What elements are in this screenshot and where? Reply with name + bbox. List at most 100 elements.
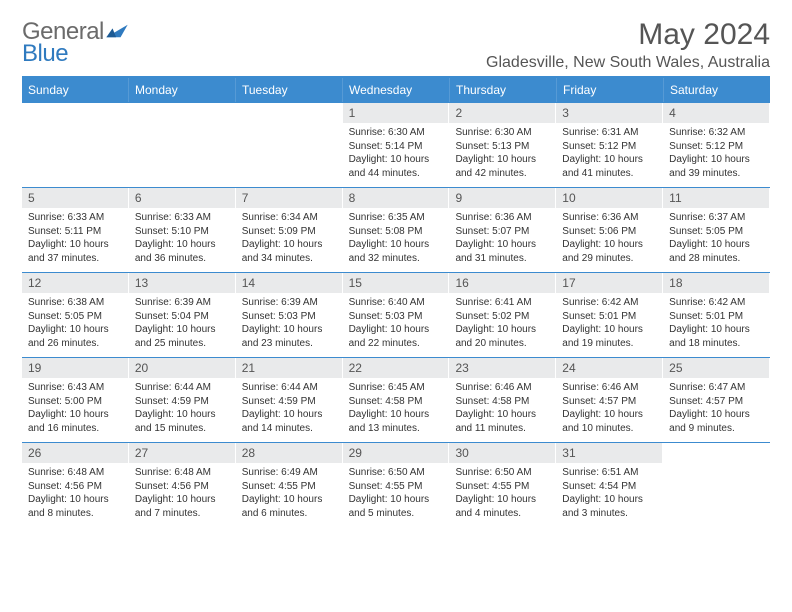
day-detail: Sunrise: 6:45 AMSunset: 4:58 PMDaylight:… [343,378,449,438]
day-number: 15 [343,273,449,293]
day-cell: 13Sunrise: 6:39 AMSunset: 5:04 PMDayligh… [129,273,236,357]
day-cell: 7Sunrise: 6:34 AMSunset: 5:09 PMDaylight… [236,188,343,272]
page-title: May 2024 [486,18,770,52]
day-detail: Sunrise: 6:48 AMSunset: 4:56 PMDaylight:… [22,463,128,523]
sunrise-line: Sunrise: 6:45 AM [349,381,443,395]
day-cell: 3Sunrise: 6:31 AMSunset: 5:12 PMDaylight… [556,103,663,187]
daylight-line: Daylight: 10 hours and 31 minutes. [455,238,549,265]
daylight-line: Daylight: 10 hours and 11 minutes. [455,408,549,435]
daylight-line: Daylight: 10 hours and 41 minutes. [562,153,656,180]
sunrise-line: Sunrise: 6:30 AM [455,126,549,140]
day-detail: Sunrise: 6:35 AMSunset: 5:08 PMDaylight:… [343,208,449,268]
sunrise-line: Sunrise: 6:44 AM [135,381,229,395]
sunrise-line: Sunrise: 6:48 AM [28,466,122,480]
day-cell: 6Sunrise: 6:33 AMSunset: 5:10 PMDaylight… [129,188,236,272]
week-row: ...1Sunrise: 6:30 AMSunset: 5:14 PMDayli… [22,102,770,187]
sunset-line: Sunset: 5:01 PM [669,310,763,324]
day-cell: 2Sunrise: 6:30 AMSunset: 5:13 PMDaylight… [449,103,556,187]
day-number: 28 [236,443,342,463]
daylight-line: Daylight: 10 hours and 37 minutes. [28,238,122,265]
day-cell: 30Sunrise: 6:50 AMSunset: 4:55 PMDayligh… [449,443,556,527]
day-number: 18 [663,273,769,293]
day-number: 22 [343,358,449,378]
day-detail: Sunrise: 6:30 AMSunset: 5:14 PMDaylight:… [343,123,449,183]
sunset-line: Sunset: 5:05 PM [669,225,763,239]
day-number: 2 [449,103,555,123]
daylight-line: Daylight: 10 hours and 5 minutes. [349,493,443,520]
weekday-header: Monday [129,78,236,102]
week-row: 12Sunrise: 6:38 AMSunset: 5:05 PMDayligh… [22,272,770,357]
day-number: 16 [449,273,555,293]
sunrise-line: Sunrise: 6:33 AM [135,211,229,225]
sunrise-line: Sunrise: 6:39 AM [242,296,336,310]
daylight-line: Daylight: 10 hours and 23 minutes. [242,323,336,350]
daylight-line: Daylight: 10 hours and 14 minutes. [242,408,336,435]
day-detail: Sunrise: 6:37 AMSunset: 5:05 PMDaylight:… [663,208,769,268]
day-cell: 11Sunrise: 6:37 AMSunset: 5:05 PMDayligh… [663,188,770,272]
day-detail: Sunrise: 6:33 AMSunset: 5:11 PMDaylight:… [22,208,128,268]
day-cell: 20Sunrise: 6:44 AMSunset: 4:59 PMDayligh… [129,358,236,442]
day-detail: Sunrise: 6:39 AMSunset: 5:04 PMDaylight:… [129,293,235,353]
day-detail: Sunrise: 6:42 AMSunset: 5:01 PMDaylight:… [556,293,662,353]
sunrise-line: Sunrise: 6:33 AM [28,211,122,225]
day-detail: Sunrise: 6:33 AMSunset: 5:10 PMDaylight:… [129,208,235,268]
day-detail: Sunrise: 6:46 AMSunset: 4:57 PMDaylight:… [556,378,662,438]
day-cell: . [663,443,770,527]
sunrise-line: Sunrise: 6:39 AM [135,296,229,310]
day-number: 11 [663,188,769,208]
day-number: 7 [236,188,342,208]
day-cell: 22Sunrise: 6:45 AMSunset: 4:58 PMDayligh… [343,358,450,442]
day-detail: Sunrise: 6:51 AMSunset: 4:54 PMDaylight:… [556,463,662,523]
day-cell: 29Sunrise: 6:50 AMSunset: 4:55 PMDayligh… [343,443,450,527]
daylight-line: Daylight: 10 hours and 9 minutes. [669,408,763,435]
day-number: 8 [343,188,449,208]
sunset-line: Sunset: 4:58 PM [349,395,443,409]
day-detail: Sunrise: 6:50 AMSunset: 4:55 PMDaylight:… [449,463,555,523]
day-cell: 8Sunrise: 6:35 AMSunset: 5:08 PMDaylight… [343,188,450,272]
day-number: 20 [129,358,235,378]
sunset-line: Sunset: 4:54 PM [562,480,656,494]
sunset-line: Sunset: 4:59 PM [242,395,336,409]
day-detail: Sunrise: 6:32 AMSunset: 5:12 PMDaylight:… [663,123,769,183]
day-detail: Sunrise: 6:46 AMSunset: 4:58 PMDaylight:… [449,378,555,438]
sunset-line: Sunset: 5:05 PM [28,310,122,324]
day-number: 17 [556,273,662,293]
daylight-line: Daylight: 10 hours and 28 minutes. [669,238,763,265]
day-detail: Sunrise: 6:38 AMSunset: 5:05 PMDaylight:… [22,293,128,353]
daylight-line: Daylight: 10 hours and 10 minutes. [562,408,656,435]
day-cell: 12Sunrise: 6:38 AMSunset: 5:05 PMDayligh… [22,273,129,357]
sunset-line: Sunset: 5:02 PM [455,310,549,324]
day-detail: Sunrise: 6:39 AMSunset: 5:03 PMDaylight:… [236,293,342,353]
day-detail: Sunrise: 6:36 AMSunset: 5:07 PMDaylight:… [449,208,555,268]
sunrise-line: Sunrise: 6:42 AM [562,296,656,310]
day-cell: 24Sunrise: 6:46 AMSunset: 4:57 PMDayligh… [556,358,663,442]
day-number: . [663,443,769,463]
day-cell: 1Sunrise: 6:30 AMSunset: 5:14 PMDaylight… [343,103,450,187]
day-detail: Sunrise: 6:36 AMSunset: 5:06 PMDaylight:… [556,208,662,268]
weekday-header: Thursday [450,78,557,102]
sunrise-line: Sunrise: 6:42 AM [669,296,763,310]
daylight-line: Daylight: 10 hours and 6 minutes. [242,493,336,520]
day-cell: 27Sunrise: 6:48 AMSunset: 4:56 PMDayligh… [129,443,236,527]
sunset-line: Sunset: 5:06 PM [562,225,656,239]
day-cell: 9Sunrise: 6:36 AMSunset: 5:07 PMDaylight… [449,188,556,272]
day-number: 6 [129,188,235,208]
day-number: . [129,103,235,123]
sunset-line: Sunset: 5:11 PM [28,225,122,239]
day-number: 21 [236,358,342,378]
week-row: 26Sunrise: 6:48 AMSunset: 4:56 PMDayligh… [22,442,770,527]
day-cell: 23Sunrise: 6:46 AMSunset: 4:58 PMDayligh… [449,358,556,442]
daylight-line: Daylight: 10 hours and 7 minutes. [135,493,229,520]
sunrise-line: Sunrise: 6:46 AM [562,381,656,395]
weekday-header: Friday [557,78,664,102]
sunset-line: Sunset: 4:58 PM [455,395,549,409]
calendar: SundayMondayTuesdayWednesdayThursdayFrid… [22,76,770,527]
sunset-line: Sunset: 4:55 PM [242,480,336,494]
sunset-line: Sunset: 5:13 PM [455,140,549,154]
sail-icon [106,18,128,45]
sunset-line: Sunset: 5:04 PM [135,310,229,324]
daylight-line: Daylight: 10 hours and 25 minutes. [135,323,229,350]
day-detail: Sunrise: 6:41 AMSunset: 5:02 PMDaylight:… [449,293,555,353]
day-number: 5 [22,188,128,208]
sunset-line: Sunset: 5:09 PM [242,225,336,239]
